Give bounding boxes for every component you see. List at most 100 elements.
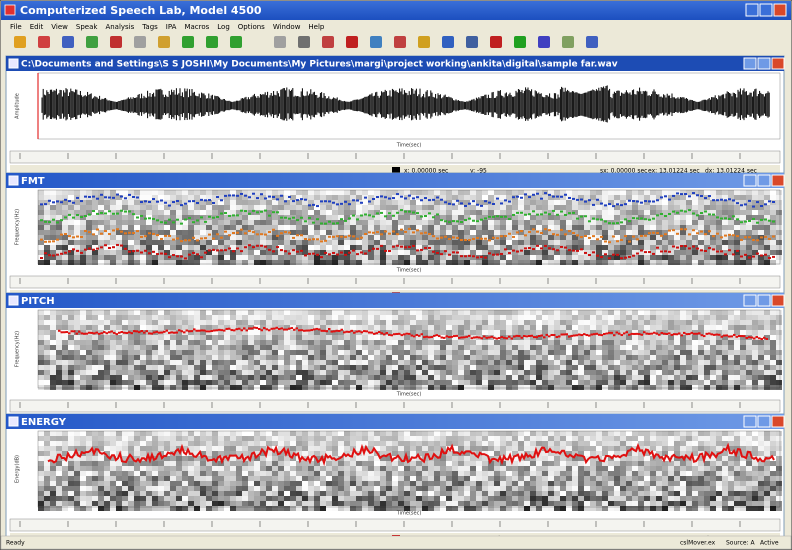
scrollbar[interactable] xyxy=(10,276,780,288)
toolbar-button[interactable] xyxy=(514,36,526,48)
toolbar-button[interactable] xyxy=(346,36,358,48)
spectrogram-cell xyxy=(740,260,746,265)
spectrogram-cell xyxy=(512,240,518,245)
menu-item[interactable]: Options xyxy=(238,23,265,31)
scrollbar[interactable] xyxy=(10,151,780,163)
toolbar-button[interactable] xyxy=(322,36,334,48)
spectrogram-cell xyxy=(494,190,500,195)
formant-dot xyxy=(264,197,267,199)
spectrogram-cell xyxy=(332,240,338,245)
panel-maximize[interactable] xyxy=(758,175,770,186)
menu-item[interactable]: Speak xyxy=(76,23,98,31)
spectrogram-cell xyxy=(134,260,140,265)
close[interactable] xyxy=(774,4,786,16)
formant-dot xyxy=(540,247,543,249)
toolbar-button[interactable] xyxy=(206,36,218,48)
spectrogram-cell xyxy=(470,310,476,315)
spectrogram-cell xyxy=(104,335,110,340)
spectrogram-cell xyxy=(356,345,362,350)
spectrogram-cell xyxy=(698,225,704,230)
panel-close[interactable] xyxy=(772,58,784,69)
panel-close[interactable] xyxy=(772,175,784,186)
spectrogram-cell xyxy=(542,380,548,385)
toolbar-button[interactable] xyxy=(538,36,550,48)
formant-dot xyxy=(440,253,443,255)
spectrogram-cell xyxy=(446,195,452,200)
toolbar-button[interactable] xyxy=(442,36,454,48)
menu-item[interactable]: File xyxy=(10,23,22,31)
toolbar-button[interactable] xyxy=(230,36,242,48)
panel-minimize[interactable] xyxy=(744,175,756,186)
formant-dot xyxy=(660,235,663,237)
toolbar-button[interactable] xyxy=(38,36,50,48)
toolbar-button[interactable] xyxy=(134,36,146,48)
spectrogram-cell xyxy=(314,330,320,335)
panel-close[interactable] xyxy=(772,295,784,306)
spectrogram-cell xyxy=(152,335,158,340)
toolbar-button[interactable] xyxy=(370,36,382,48)
spectrogram-cell xyxy=(440,375,446,380)
panel-maximize[interactable] xyxy=(758,295,770,306)
menu-item[interactable]: Log xyxy=(217,23,230,31)
spectrogram-cell xyxy=(158,375,164,380)
toolbar-button[interactable] xyxy=(62,36,74,48)
spectrogram-cell xyxy=(38,345,44,350)
spectrogram-cell xyxy=(86,340,92,345)
panel-maximize[interactable] xyxy=(758,58,770,69)
panel-minimize[interactable] xyxy=(744,58,756,69)
menu-item[interactable]: Macros xyxy=(184,23,209,31)
spectrogram-cell xyxy=(590,385,596,390)
spectrogram-cell xyxy=(80,210,86,215)
menu-item[interactable]: Edit xyxy=(30,23,44,31)
spectrogram-cell xyxy=(632,245,638,250)
toolbar-button[interactable] xyxy=(110,36,122,48)
spectrogram-cell xyxy=(344,350,350,355)
spectrogram-cell xyxy=(182,370,188,375)
spectrogram-cell xyxy=(530,345,536,350)
formant-dot xyxy=(104,244,107,246)
maximize[interactable] xyxy=(760,4,772,16)
menu-item[interactable]: Tags xyxy=(141,23,158,31)
toolbar-button[interactable] xyxy=(562,36,574,48)
formant-dot xyxy=(180,204,183,206)
toolbar-button[interactable] xyxy=(394,36,406,48)
spectrogram-cell xyxy=(350,380,356,385)
spectrogram-cell xyxy=(44,320,50,325)
spectrogram-cell xyxy=(596,340,602,345)
toolbar-button[interactable] xyxy=(86,36,98,48)
formant-dot xyxy=(348,203,351,205)
formant-dot xyxy=(60,219,63,221)
toolbar-button[interactable] xyxy=(586,36,598,48)
toolbar-button[interactable] xyxy=(182,36,194,48)
menu-item[interactable]: Help xyxy=(308,23,325,31)
spectrogram-cell xyxy=(188,355,194,360)
spectrogram-cell xyxy=(650,345,656,350)
spectrogram-cell xyxy=(716,205,722,210)
formant-dot xyxy=(580,248,583,250)
menu-item[interactable]: Analysis xyxy=(105,23,134,31)
spectrogram-cell xyxy=(536,220,542,225)
toolbar-button[interactable] xyxy=(418,36,430,48)
menu-item[interactable]: View xyxy=(51,23,68,31)
menu-item[interactable]: Window xyxy=(273,23,301,31)
formant-dot xyxy=(460,202,463,204)
toolbar-button[interactable] xyxy=(466,36,478,48)
toolbar-button[interactable] xyxy=(298,36,310,48)
panel-minimize[interactable] xyxy=(744,295,756,306)
minimize[interactable] xyxy=(746,4,758,16)
spectrogram-cell xyxy=(536,355,542,360)
formant-dot xyxy=(140,201,143,203)
spectrogram-cell xyxy=(404,205,410,210)
formant-dot xyxy=(192,200,195,202)
toolbar-button[interactable] xyxy=(14,36,26,48)
menu-item[interactable]: IPA xyxy=(166,23,177,31)
spectrogram-cell xyxy=(254,260,260,265)
spectrogram-cell xyxy=(44,365,50,370)
spectrogram-cell xyxy=(290,385,296,390)
formant-dot xyxy=(116,194,119,196)
formant-dot xyxy=(212,202,215,204)
toolbar-button[interactable] xyxy=(274,36,286,48)
toolbar-button[interactable] xyxy=(158,36,170,48)
toolbar-button[interactable] xyxy=(490,36,502,48)
formant-dot xyxy=(228,194,231,196)
